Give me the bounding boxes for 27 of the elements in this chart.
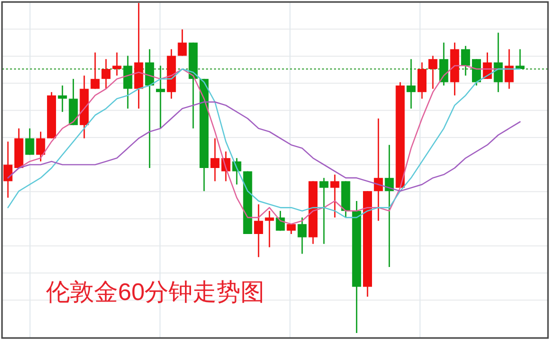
candlestick xyxy=(145,48,154,169)
candlestick xyxy=(210,138,220,182)
candlestick xyxy=(417,62,426,100)
candlestick xyxy=(494,32,503,93)
candlestick xyxy=(90,52,100,90)
text: 伦敦金60分钟走势图 xyxy=(46,279,265,306)
candlestick xyxy=(428,55,438,90)
candlestick xyxy=(156,65,165,130)
candlestick xyxy=(264,210,274,248)
candlestick xyxy=(439,42,448,86)
candlestick xyxy=(25,128,34,156)
candlestick xyxy=(3,140,12,198)
candlestick xyxy=(330,174,340,218)
candlestick xyxy=(102,58,111,90)
candlestick xyxy=(58,84,67,113)
candlestick xyxy=(123,55,132,110)
candlestick xyxy=(112,52,122,76)
candlestick xyxy=(461,45,470,76)
candlestick xyxy=(254,204,264,258)
candlestick xyxy=(504,48,514,90)
candlestick xyxy=(319,177,328,245)
candlestick xyxy=(406,58,416,110)
candlestick xyxy=(516,48,525,70)
candlestick xyxy=(36,131,46,162)
candlestick xyxy=(298,216,307,254)
candlestick xyxy=(178,28,187,56)
candlestick xyxy=(472,58,481,86)
